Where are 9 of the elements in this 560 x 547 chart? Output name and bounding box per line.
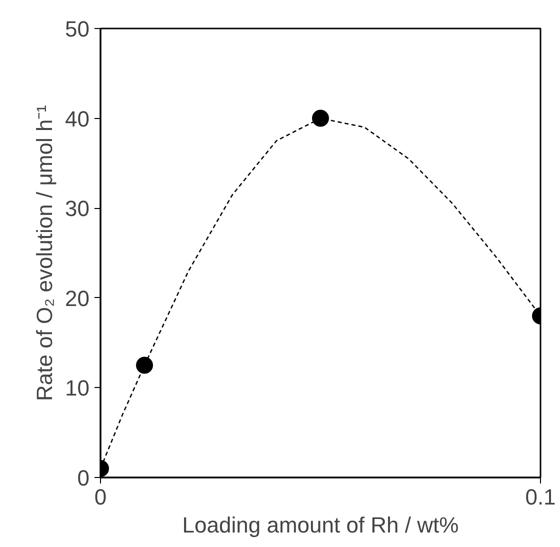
y-tick-label: 10: [65, 376, 90, 401]
x-axis-title: Loading amount of Rh / wt%: [182, 512, 459, 538]
y-tick-label: 50: [65, 16, 90, 42]
y-tick-label: 0: [77, 466, 90, 490]
x-tick-label: 0.1: [525, 484, 556, 510]
y-tick-label: 40: [65, 106, 90, 132]
y-axis-title: Rate of O₂ evolution / μmol h⁻¹: [32, 104, 58, 402]
y-tick-label: 20: [65, 286, 90, 311]
y-tick-label: 30: [65, 196, 90, 222]
